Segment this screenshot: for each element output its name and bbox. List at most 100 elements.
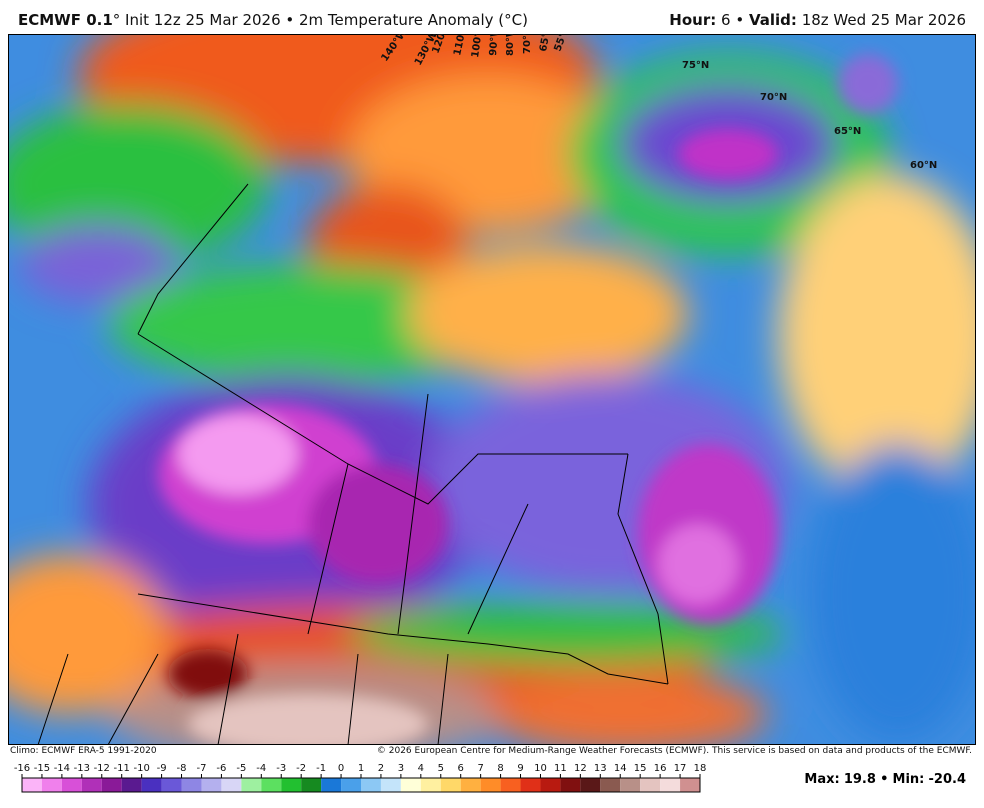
colorbar: -16 -15 -14 -13 -12 -11 -10 -9 -8 -7 -6 -5 -4 -3 -2 -1 0… [14, 763, 707, 793]
color-swatch [221, 778, 242, 792]
color-swatch [81, 778, 102, 792]
colorbar-tick-label: 15 [634, 763, 647, 774]
color-swatch [341, 778, 361, 792]
colorbar-tick-label: 10 [534, 763, 547, 774]
hour: 6 [721, 11, 731, 29]
stats: Max: 19.8 • Min: -20.4 [804, 772, 966, 787]
colorbar-tick-label: 8 [497, 763, 503, 774]
title: ECMWF 0.1° Init 12z 25 Mar 2026 • 2m Tem… [18, 11, 528, 29]
valid-time: Hour: 6 • Valid: 18z Wed 25 Mar 2026 [669, 11, 966, 29]
copyright: © 2026 European Centre for Medium-Range … [376, 746, 972, 756]
colorbar-tick-label: 11 [554, 763, 567, 774]
colorbar-tick-label: 13 [594, 763, 607, 774]
color-swatch [301, 778, 322, 792]
colorbar-tick-label: -16 [14, 763, 30, 774]
footer: Climo: ECMWF ERA-5 1991-2020 © 2026 Euro… [8, 745, 976, 758]
color-swatch [680, 778, 700, 792]
min-label: Min: [892, 772, 925, 787]
color-swatch [520, 778, 541, 792]
latitude-label: 60°N [910, 160, 937, 171]
color-swatch [460, 778, 481, 792]
colorbar-tick-label: -1 [316, 763, 326, 774]
hour-label: Hour: [669, 11, 717, 29]
colorbar-tick-label: 5 [438, 763, 444, 774]
color-swatch [600, 778, 621, 792]
color-swatch [181, 778, 202, 792]
valid-label: Valid: [748, 11, 797, 29]
color-swatch [480, 778, 501, 792]
colorbar-tick-label: 12 [574, 763, 587, 774]
borders [37, 183, 669, 745]
colorbar-tick-label: -6 [216, 763, 226, 774]
latitude-label: 65°N [834, 126, 861, 137]
color-swatch [121, 778, 142, 792]
color-swatch [420, 778, 441, 792]
colorbar-tick-label: 17 [674, 763, 687, 774]
colorbar-tick-label: 3 [398, 763, 404, 774]
color-swatch [281, 778, 302, 792]
colorbar-tick-label: 0 [338, 763, 344, 774]
climo: Climo: ECMWF ERA-5 1991-2020 [10, 746, 157, 756]
color-swatch [241, 778, 262, 792]
color-swatch [161, 778, 182, 792]
colorbar-tick-label: -8 [177, 763, 187, 774]
colorbar-tick-label: -12 [94, 763, 110, 774]
colorbar-tick-label: 7 [477, 763, 483, 774]
colorbar-tick-label: -13 [74, 763, 90, 774]
color-swatch [440, 778, 461, 792]
latitude-label: 70°N [760, 92, 787, 103]
colorbar-tick-label: -3 [276, 763, 286, 774]
color-swatch [361, 778, 381, 792]
colorbar-tick-label: -14 [54, 763, 70, 774]
colorbar-tick-label: -2 [296, 763, 306, 774]
color-swatch [41, 778, 62, 792]
color-swatch [580, 778, 601, 792]
color-swatch [500, 778, 521, 792]
color-swatch [101, 778, 122, 792]
color-swatch [660, 778, 681, 792]
colorbar-tick-label: 18 [694, 763, 707, 774]
colorbar-tick-label: -11 [114, 763, 130, 774]
color-swatch [560, 778, 581, 792]
color-swatch [640, 778, 661, 792]
color-swatch [61, 778, 82, 792]
colorbar-tick-label: -15 [34, 763, 50, 774]
colorbar-tick-label: -9 [157, 763, 167, 774]
longitude-label: 70°W [522, 34, 533, 54]
min: -20.4 [928, 772, 966, 787]
model: ECMWF 0.1 [18, 11, 113, 29]
separator: • [735, 11, 745, 29]
colorbar-tick-label: -5 [236, 763, 246, 774]
longitude-label: 80°W [505, 34, 516, 56]
color-swatch [380, 778, 401, 792]
colorbar-tick-label: 4 [418, 763, 424, 774]
color-swatch [540, 778, 561, 792]
colorbar-tick-label: -7 [196, 763, 206, 774]
longitude-label: 90°W [488, 34, 501, 56]
max-label: Max: [804, 772, 840, 787]
max: 19.8 [843, 772, 876, 787]
description: ° Init 12z 25 Mar 2026 • 2m Temperature … [112, 11, 528, 29]
colorbar-tick-label: -10 [133, 763, 149, 774]
colorbar-tick-label: 2 [378, 763, 384, 774]
color-swatch [22, 778, 42, 792]
valid: 18z Wed 25 Mar 2026 [801, 11, 966, 29]
colorbar-tick-label: 6 [458, 763, 464, 774]
header: ECMWF 0.1° Init 12z 25 Mar 2026 • 2m Tem… [0, 0, 984, 34]
colorbar-tick-label: 16 [654, 763, 667, 774]
temperature-field [8, 34, 976, 745]
separator: • [880, 772, 889, 787]
color-swatch [141, 778, 162, 792]
colorbar-tick-label: 1 [358, 763, 364, 774]
color-swatch [400, 778, 421, 792]
color-swatch [201, 778, 222, 792]
color-swatch [261, 778, 282, 792]
colorbar-tick-label: 9 [517, 763, 523, 774]
colorbar-tick-label: -4 [256, 763, 266, 774]
latitude-label: 75°N [682, 60, 709, 71]
map-frame [8, 34, 976, 745]
color-swatch [620, 778, 641, 792]
colorbar-tick-label: 14 [614, 763, 627, 774]
